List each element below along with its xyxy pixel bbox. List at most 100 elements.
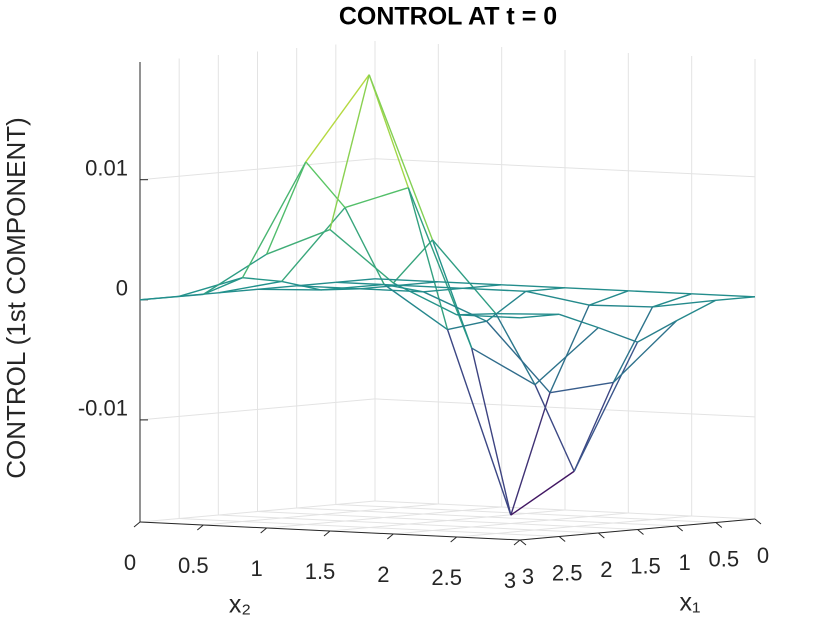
- surface-edge: [296, 281, 336, 287]
- y-tick-label: 1: [251, 556, 263, 581]
- tick-mark: [323, 530, 331, 537]
- surface-edge: [202, 253, 268, 295]
- surface-edge: [368, 74, 434, 241]
- surface-edge: [519, 313, 560, 319]
- surface-edge: [446, 329, 512, 516]
- x-tick-label: 0: [757, 543, 769, 568]
- tick-mark: [387, 533, 394, 540]
- grid-line: [139, 500, 376, 523]
- tick-mark: [754, 518, 762, 525]
- x-tick-label: 1: [679, 550, 691, 575]
- surface-edge: [588, 290, 629, 306]
- surface-edge: [281, 207, 346, 282]
- surface-edge: [510, 470, 575, 516]
- surface-edge: [399, 284, 463, 290]
- surface-edge: [242, 276, 282, 283]
- grid-line: [393, 512, 629, 535]
- surface-edge: [392, 239, 434, 284]
- x-tick-label: 3: [522, 564, 534, 589]
- surface-edge: [501, 284, 566, 289]
- x-tick-label: 1.5: [630, 553, 661, 578]
- surface-edge: [652, 293, 692, 308]
- surface-edge: [305, 74, 370, 163]
- y-tick-label: 2.5: [431, 565, 462, 590]
- tick-mark: [133, 521, 141, 528]
- surface-edge: [241, 161, 307, 279]
- chart-title: CONTROL AT t = 0: [339, 3, 557, 31]
- surface-edge: [637, 320, 678, 343]
- surface-edge: [257, 288, 321, 291]
- surface-edge: [344, 207, 385, 285]
- surface-edge: [329, 74, 370, 230]
- tick-mark: [450, 536, 457, 543]
- tick-mark: [637, 529, 644, 535]
- surface-edge: [549, 304, 590, 393]
- surface-edge: [589, 304, 653, 308]
- grid-line: [456, 515, 692, 538]
- surface-edge: [564, 287, 629, 292]
- surface-edge: [510, 392, 551, 516]
- surface-edge: [628, 290, 692, 295]
- tick-mark: [715, 522, 723, 528]
- surface-edge: [383, 283, 448, 331]
- surface-edge: [329, 229, 394, 284]
- surface-edge: [384, 283, 424, 293]
- y-tick-label: 1.5: [305, 559, 336, 584]
- surface-edge: [399, 281, 439, 287]
- x-tick-label: 2: [600, 557, 612, 582]
- surface-edge: [495, 313, 536, 386]
- surface-edge: [612, 320, 678, 383]
- surface-edge: [423, 291, 487, 322]
- y-tick-label: 0: [124, 550, 136, 575]
- surface-edge: [471, 347, 536, 386]
- surface-edge: [612, 306, 654, 383]
- surface-edge: [407, 187, 473, 349]
- surface-edge: [456, 314, 521, 319]
- surface-edge: [534, 384, 575, 472]
- x-tick-label: 2.5: [552, 560, 583, 585]
- surface-edge: [598, 326, 638, 343]
- tick-mark: [519, 539, 527, 546]
- z-axis-label: CONTROL (1st COMPONENT): [1, 117, 31, 479]
- surface-edge: [431, 239, 473, 349]
- tick-mark: [197, 524, 204, 531]
- surface-edge: [447, 320, 487, 331]
- surface-edge: [296, 285, 361, 290]
- tick-mark: [260, 527, 267, 534]
- surface-edge: [715, 296, 756, 302]
- surface-edge: [462, 287, 526, 293]
- surface-edge: [549, 381, 614, 394]
- grid-line: [203, 503, 439, 526]
- z-tick-label: 0.01: [85, 156, 128, 181]
- surface-edge: [266, 161, 307, 255]
- surface-edge: [495, 313, 560, 316]
- surface-edge: [335, 278, 376, 284]
- surface-edge: [179, 292, 219, 298]
- surface-edge: [423, 287, 463, 293]
- z-tick-label: -0.01: [78, 396, 128, 421]
- surface-edge: [374, 278, 439, 283]
- grid-line: [329, 509, 566, 532]
- y-tick-label: 0.5: [178, 553, 209, 578]
- surface-edge: [691, 293, 756, 298]
- surface-edge: [203, 277, 243, 296]
- surface-edge: [462, 284, 502, 290]
- surface-edge: [486, 320, 551, 394]
- surface-edge: [431, 239, 497, 315]
- tick-mark: [676, 525, 683, 532]
- y-tick-label: 2: [377, 562, 389, 587]
- tick-mark: [558, 536, 566, 542]
- surface-edge: [558, 313, 599, 329]
- surface-edge: [178, 277, 243, 297]
- surface-edge: [486, 290, 527, 322]
- grid-line: [266, 506, 502, 529]
- surface-edge: [525, 287, 566, 293]
- x-tick-label: 0.5: [709, 546, 740, 571]
- y-axis-label: x₂: [229, 591, 251, 619]
- surface-edge: [470, 347, 512, 516]
- tick-mark: [598, 532, 605, 539]
- surface-edge: [218, 280, 282, 294]
- surface-edge: [676, 299, 717, 322]
- surface-edge: [573, 341, 639, 472]
